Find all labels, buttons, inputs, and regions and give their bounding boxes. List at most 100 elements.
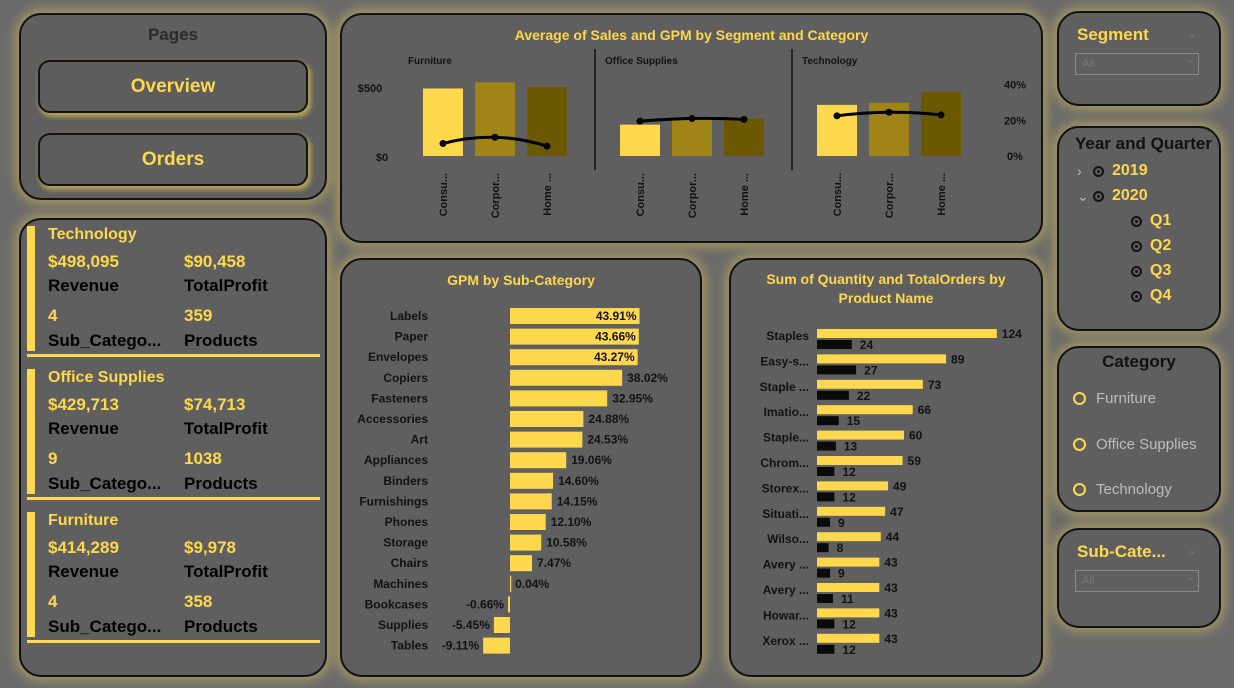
chart-title[interactable]: Average of Sales and GPM by Segment and …: [514, 27, 869, 43]
gpm-point[interactable]: [688, 115, 696, 122]
sales-bar[interactable]: [620, 124, 660, 156]
gpm-bar[interactable]: [510, 472, 554, 489]
chevron-down-icon[interactable]: ⌄: [1187, 542, 1198, 557]
gpm-bar[interactable]: [510, 328, 639, 345]
orders-bar[interactable]: [817, 441, 836, 451]
quarter-label: Q1: [1150, 212, 1172, 229]
gpm-bar[interactable]: [510, 452, 567, 469]
chevron-down-icon[interactable]: ⌄: [1185, 568, 1196, 583]
category-option-technology[interactable]: Technology: [1073, 481, 1172, 498]
sales-bar[interactable]: [724, 118, 764, 157]
gpm-point[interactable]: [491, 133, 499, 141]
sales-bar[interactable]: [672, 117, 712, 156]
gpm-bar[interactable]: [510, 431, 583, 448]
quantity-bar[interactable]: [817, 456, 903, 465]
quantity-value-label: 43: [884, 581, 898, 595]
quantity-bar[interactable]: [817, 608, 880, 618]
gpm-bar[interactable]: [510, 349, 638, 366]
orders-bar[interactable]: [817, 390, 849, 400]
gpm-value-label: 43.91%: [596, 309, 637, 323]
quantity-bar[interactable]: [817, 506, 886, 516]
quarter-item-q1[interactable]: Q1: [1131, 212, 1171, 230]
radio-icon[interactable]: [1131, 265, 1142, 277]
orders-bar[interactable]: [817, 517, 831, 527]
gpm-bar[interactable]: [510, 514, 546, 530]
segment-dropdown[interactable]: All: [1075, 53, 1199, 75]
orders-button[interactable]: Orders: [38, 133, 308, 186]
gpm-bar[interactable]: [493, 617, 510, 633]
quantity-bar[interactable]: [817, 583, 880, 592]
radio-icon[interactable]: [1093, 165, 1104, 177]
gpm-bar[interactable]: [510, 575, 512, 592]
quarter-item-q3[interactable]: Q3: [1131, 262, 1171, 280]
year-item-2019[interactable]: › 2019: [1077, 162, 1148, 180]
gpm-point[interactable]: [636, 117, 644, 125]
quantity-bar[interactable]: [817, 430, 904, 440]
quantity-bar[interactable]: [817, 532, 881, 542]
gpm-bar[interactable]: [483, 637, 510, 654]
orders-bar[interactable]: [817, 568, 831, 578]
gpm-point[interactable]: [937, 111, 945, 119]
radio-icon[interactable]: [1131, 290, 1142, 302]
sub-category-dropdown[interactable]: All: [1075, 570, 1199, 592]
quantity-bar[interactable]: [817, 405, 913, 415]
gpm-bar[interactable]: [510, 308, 640, 324]
chevron-down-icon[interactable]: ⌄: [1187, 25, 1198, 40]
gpm-point[interactable]: [833, 112, 841, 120]
category-option-office-supplies[interactable]: Office Supplies: [1073, 436, 1197, 453]
orders-value-label: 27: [864, 363, 878, 377]
radio-icon[interactable]: [1073, 392, 1086, 405]
gpm-point[interactable]: [543, 142, 551, 150]
sales-bar[interactable]: [475, 82, 515, 156]
orders-bar[interactable]: [817, 416, 839, 426]
quarter-item-q2[interactable]: Q2: [1131, 237, 1171, 255]
quantity-bar[interactable]: [817, 481, 889, 491]
radio-icon[interactable]: [1093, 190, 1104, 202]
year-item-2020[interactable]: ⌄ 2020: [1077, 187, 1148, 205]
orders-value-label: 24: [860, 338, 874, 352]
orders-bar[interactable]: [817, 619, 835, 629]
radio-icon[interactable]: [1073, 483, 1086, 496]
chart-title[interactable]: GPM by Sub-Category: [447, 272, 595, 288]
gpm-chart[interactable]: Labels 43.91% Paper 43.66% Envelopes 43.27% Co…: [342, 260, 700, 675]
gpm-point[interactable]: [439, 140, 447, 147]
option-label: Office Supplies: [1096, 436, 1197, 453]
orders-bar[interactable]: [817, 644, 835, 654]
quantity-bar[interactable]: [817, 379, 923, 389]
chevron-down-icon[interactable]: ⌄: [1077, 187, 1089, 204]
orders-bar[interactable]: [817, 365, 857, 375]
quantity-bar[interactable]: [817, 354, 947, 364]
gpm-bar[interactable]: [510, 369, 623, 386]
gpm-point[interactable]: [740, 115, 748, 123]
quantity-bar[interactable]: [817, 633, 880, 643]
gpm-bar[interactable]: [510, 493, 552, 510]
chart-title[interactable]: Sum of Quantity and TotalOrders by Produ…: [766, 271, 1006, 306]
chevron-right-icon[interactable]: ›: [1077, 163, 1082, 179]
gpm-point[interactable]: [885, 108, 893, 116]
gpm-bar[interactable]: [510, 555, 533, 572]
radio-icon[interactable]: [1131, 240, 1142, 252]
orders-bar[interactable]: [817, 594, 833, 603]
quantity-bar[interactable]: [817, 557, 880, 567]
sales-gpm-chart-panel: Average of Sales and GPM by Segment and …: [340, 13, 1043, 243]
overview-button[interactable]: Overview: [38, 60, 308, 113]
quarter-item-q4[interactable]: Q4: [1131, 287, 1171, 305]
orders-bar[interactable]: [817, 467, 835, 476]
orders-bar[interactable]: [817, 543, 829, 553]
radio-icon[interactable]: [1073, 438, 1086, 451]
sales-bar[interactable]: [921, 91, 961, 156]
orders-bar[interactable]: [817, 492, 835, 502]
gpm-bar[interactable]: [508, 596, 510, 613]
category-option-furniture[interactable]: Furniture: [1073, 390, 1156, 407]
product-label: Avery ...: [763, 558, 809, 572]
gpm-value-label: 14.60%: [558, 474, 599, 488]
gpm-bar[interactable]: [510, 534, 542, 551]
sales-gpm-chart[interactable]: $0 $500 0% 20% 40% Furniture Consu... Corpor...…: [342, 15, 1041, 241]
orders-bar[interactable]: [817, 340, 852, 349]
radio-icon[interactable]: [1131, 215, 1142, 227]
gpm-bar[interactable]: [510, 411, 584, 427]
quantity-bar[interactable]: [817, 329, 997, 338]
gpm-bar[interactable]: [510, 390, 608, 407]
chevron-down-icon[interactable]: ⌄: [1185, 51, 1196, 66]
